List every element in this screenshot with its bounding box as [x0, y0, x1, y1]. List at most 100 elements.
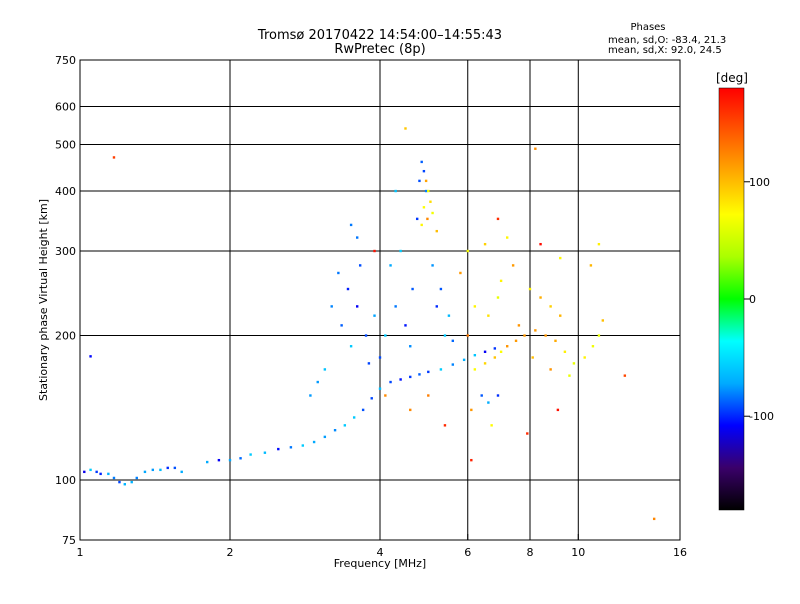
scatter-point: [166, 466, 169, 470]
scatter-point: [591, 345, 595, 348]
scatter-point: [420, 223, 423, 227]
y-tick-label: 750: [55, 54, 76, 67]
scatter-point: [159, 468, 162, 472]
y-tick-label: 600: [55, 101, 76, 114]
scatter-point: [528, 287, 532, 291]
scatter-point: [496, 394, 500, 397]
scatter-point: [130, 480, 133, 484]
scatter-point: [451, 339, 455, 343]
scatter-point: [523, 334, 526, 337]
scatter-point: [370, 397, 373, 400]
scatter-point: [358, 264, 362, 267]
scatter-point: [539, 296, 542, 299]
scatter-point: [333, 429, 337, 432]
scatter-point: [418, 179, 421, 183]
scatter-point: [427, 370, 430, 374]
x-tick-label: 16: [673, 546, 687, 559]
x-tick-label: 6: [464, 546, 471, 559]
scatter-point: [483, 362, 487, 365]
scatter-point: [378, 387, 382, 390]
scatter-point: [601, 319, 605, 322]
scatter-point: [239, 457, 242, 460]
scatter-point: [337, 271, 340, 275]
scatter-point: [563, 350, 567, 353]
scatter-point: [422, 206, 426, 209]
scatter-point: [89, 355, 92, 358]
chart-subtitle: RwPretec (8p): [334, 42, 425, 57]
scatter-point: [420, 160, 423, 164]
scatter-point: [316, 380, 319, 384]
scatter-point: [623, 374, 627, 377]
scatter-point: [549, 305, 552, 308]
scatter-point: [466, 334, 469, 337]
phase-stats-heading: Phases: [630, 22, 665, 33]
scatter-point: [343, 424, 347, 427]
x-tick-label: 4: [377, 546, 384, 559]
scatter-point: [424, 179, 428, 183]
scatter-point: [249, 453, 252, 456]
scatter-point: [364, 334, 368, 337]
scatter-point: [349, 345, 353, 348]
scatter-point: [228, 458, 232, 462]
scatter-point: [422, 169, 426, 173]
scatter-point: [473, 305, 477, 308]
scatter-point: [399, 249, 402, 253]
scatter-point: [459, 271, 462, 275]
scatter-point: [378, 356, 382, 359]
x-tick-label: 10: [571, 546, 585, 559]
scatter-point: [330, 305, 333, 308]
scatter-point: [180, 470, 183, 474]
scatter-point: [389, 264, 392, 267]
scatter-point: [473, 368, 477, 371]
scatter-point: [544, 334, 547, 337]
scatter-point: [431, 264, 434, 267]
scatter-point: [323, 435, 327, 439]
scatter-point: [415, 217, 419, 221]
scatter-point: [426, 217, 429, 221]
scatter-point: [373, 314, 376, 317]
scatter-point: [511, 264, 515, 267]
scatter-point: [205, 460, 209, 464]
scatter-point: [559, 256, 562, 260]
scatter-point: [89, 468, 92, 472]
scatter-point: [470, 458, 473, 462]
scatter-point: [373, 249, 376, 253]
scatter-point: [355, 305, 359, 308]
scatter-point: [499, 350, 503, 353]
scatter-point: [277, 447, 280, 451]
scatter-point: [361, 408, 365, 412]
y-tick-label: 200: [55, 330, 76, 343]
scatter-point: [355, 236, 359, 239]
colorbar-tick-label: 0: [749, 293, 756, 306]
scatter-point: [173, 466, 177, 470]
scatter-point: [431, 211, 434, 215]
plot-area: 1 2 4 6 8 10 16 75 100 200 300 400 500 600 750: [55, 54, 687, 559]
y-tick-label: 400: [55, 185, 76, 198]
scatter-point: [424, 189, 428, 193]
scatter-point: [451, 363, 455, 366]
scatter-point: [301, 444, 305, 447]
y-tick-label: 100: [55, 474, 76, 487]
x-tick-label: 8: [527, 546, 534, 559]
scatter-point: [429, 200, 432, 203]
x-tick-label: 1: [77, 546, 84, 559]
scatter-point: [99, 472, 102, 476]
x-tick-label: 2: [227, 546, 234, 559]
scatter-point: [123, 483, 126, 486]
scatter-point: [531, 356, 534, 359]
scatter-point: [534, 147, 537, 150]
scatter-point: [384, 394, 387, 397]
scatter-point: [470, 408, 473, 412]
scatter-point: [435, 305, 438, 308]
scatter-point: [505, 236, 509, 239]
colorbar-tick-label: -100: [749, 410, 774, 423]
scatter-point: [427, 394, 430, 397]
colorbar-swatch: [718, 87, 745, 511]
scatter-point: [143, 470, 147, 474]
grid-lines: [80, 60, 680, 540]
scatter-point: [568, 374, 571, 377]
scatter-point: [411, 287, 414, 291]
scatter-point: [349, 223, 353, 227]
